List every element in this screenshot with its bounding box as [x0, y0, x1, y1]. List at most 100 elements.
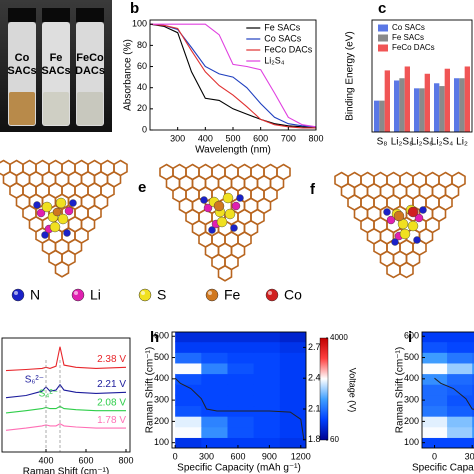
atom: [33, 201, 41, 209]
atom: [414, 213, 424, 223]
heat-cell: [472, 426, 474, 438]
vial-label: SACs: [7, 65, 36, 77]
y-axis-label: Binding Energy (eV): [345, 31, 356, 121]
heat-cell: [201, 362, 229, 375]
vial-label: FeCo: [76, 52, 104, 64]
atom: [64, 206, 74, 216]
plot-area: [174, 332, 306, 448]
y-tick-label: 600: [404, 331, 419, 341]
plot-area: [5, 346, 127, 452]
legend-label: N: [30, 287, 40, 303]
bar: [394, 80, 400, 132]
series-label: 2.38 V: [97, 354, 126, 365]
y-tick-label: 20: [137, 103, 147, 113]
x-tick-label: 800: [308, 133, 323, 143]
heat-cell: [422, 416, 448, 428]
heat-cell: [472, 362, 474, 375]
atom: [69, 199, 77, 207]
highlight: [14, 291, 18, 295]
heat-cell: [201, 416, 229, 428]
heat-cell: [253, 332, 281, 343]
heat-cell: [253, 426, 281, 438]
atom: [41, 201, 53, 213]
x-tick-label: 300: [465, 451, 474, 461]
plot-area: [422, 332, 474, 448]
atom: [383, 208, 391, 216]
atom: [208, 226, 216, 234]
bar: [444, 68, 450, 132]
bar: [439, 86, 445, 132]
y-tick-label: 40: [137, 82, 147, 92]
series-label: 2.21 V: [97, 379, 126, 390]
heat-cell: [175, 416, 202, 428]
atom: [419, 206, 427, 214]
heat-cell: [175, 426, 202, 438]
vial-label: SACs: [41, 65, 70, 77]
y-tick-label: 200: [154, 416, 169, 426]
vial-label: Co: [15, 52, 30, 64]
y-tick-label: 60: [137, 61, 147, 71]
heat-cell: [447, 405, 473, 417]
bar: [459, 78, 465, 132]
voltage-curve: [434, 377, 474, 410]
liquid: [43, 92, 69, 125]
atom: [63, 229, 71, 237]
bar: [399, 78, 405, 132]
heat-cell: [422, 373, 448, 385]
plot-frame: [1, 337, 131, 453]
y-axis-label: Absorbance (%): [123, 39, 134, 111]
highlight: [141, 291, 145, 295]
x-tick-label: Li₂: [456, 137, 468, 148]
atom: [413, 236, 421, 244]
x-tick-label: Li₂S₈: [391, 137, 413, 148]
heat-cell: [253, 394, 281, 407]
heat-cell: [279, 384, 306, 396]
x-tick-label: 500: [225, 133, 240, 143]
heat-cell: [201, 341, 229, 353]
bar: [414, 88, 420, 132]
legend-label: Co: [284, 287, 302, 303]
heat-cell: [175, 352, 202, 364]
heat-cell: [447, 362, 473, 375]
atom: [55, 197, 67, 209]
carbon-ring: [386, 261, 401, 279]
liquid: [77, 92, 103, 125]
y-tick-label: 100: [132, 19, 147, 29]
heat-cell: [253, 437, 281, 448]
vial-label: Fe: [50, 52, 63, 64]
heat-cell: [447, 426, 473, 438]
plot-frame: [171, 331, 307, 449]
heat-cell: [201, 426, 229, 438]
heat-cell: [447, 373, 473, 385]
heat-cell: [447, 352, 473, 364]
x-tick-label: 400: [198, 133, 213, 143]
heat-cell: [279, 373, 306, 385]
heat-cell: [227, 394, 255, 407]
chart: 100 200 300 400 500 600 0 300 Specific Capacity …: [395, 331, 474, 474]
heat-cell: [227, 352, 255, 364]
y-tick-label: 80: [137, 40, 147, 50]
heat-cell: [472, 405, 474, 417]
heat-cell: [227, 416, 255, 428]
heat-cell: [422, 437, 448, 448]
legend-label: Li: [90, 287, 101, 303]
y-axis-label: Raman Shift (cm⁻¹): [395, 347, 406, 433]
heat-cell: [279, 426, 306, 438]
legend-label: S: [157, 287, 166, 303]
atom: [399, 228, 411, 240]
heat-cell: [447, 437, 473, 448]
y-tick-label: 0: [142, 124, 147, 134]
y-tick-label: 500: [154, 352, 169, 362]
legend-swatch: [378, 44, 388, 52]
legend-label: Li₂S₄: [264, 55, 285, 65]
x-tick-label: 400: [38, 455, 53, 465]
x-tick-label: Li₂S₄: [431, 137, 453, 148]
heat-cell: [175, 341, 202, 353]
highlight: [268, 291, 272, 295]
y-tick-label: 400: [154, 373, 169, 383]
legend-swatch: [378, 34, 388, 42]
y-tick-label: 300: [154, 394, 169, 404]
bar: [374, 100, 380, 132]
line: [5, 383, 127, 399]
